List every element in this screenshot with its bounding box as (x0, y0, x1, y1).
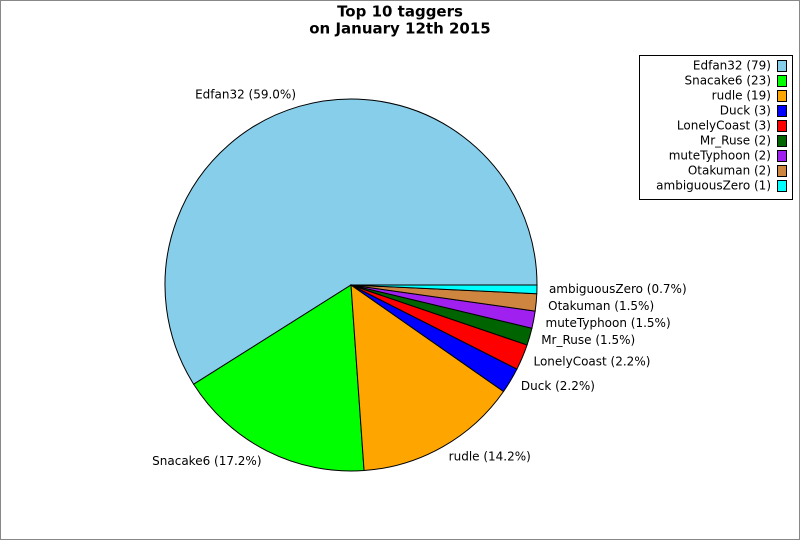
slice-label: Duck (2.2%) (521, 379, 595, 393)
legend-label: Mr_Ruse (2) (700, 134, 771, 148)
legend-swatch (777, 105, 787, 117)
legend-swatch (777, 75, 787, 87)
slice-label: Otakuman (1.5%) (548, 299, 654, 313)
chart-title: on January 12th 2015 (309, 20, 490, 38)
legend-swatch (777, 150, 787, 162)
slice-label: ambiguousZero (0.7%) (549, 282, 687, 296)
chart-title: Top 10 taggers (337, 3, 463, 21)
legend-swatch (777, 60, 787, 72)
legend-label: ambiguousZero (1) (656, 179, 771, 193)
pie-slice (192, 284, 365, 472)
pie-slice (350, 284, 538, 295)
legend-label: muteTyphoon (2) (669, 149, 771, 163)
slice-label: LonelyCoast (2.2%) (533, 354, 650, 368)
slice-label: muteTyphoon (1.5%) (546, 316, 671, 330)
legend-swatch (777, 135, 787, 147)
legend-label: rudle (19) (712, 89, 771, 103)
legend-label: LonelyCoast (3) (677, 119, 771, 133)
slice-label: Snacake6 (17.2%) (152, 454, 261, 468)
slice-label: Mr_Ruse (1.5%) (541, 333, 635, 347)
legend-label: Edfan32 (79) (693, 59, 771, 73)
legend-swatch (777, 165, 787, 177)
legend-label: Duck (3) (720, 104, 771, 118)
pie-slice (164, 98, 538, 385)
legend-box (639, 55, 793, 200)
legend-label: Otakuman (2) (688, 164, 771, 178)
legend-swatch (777, 90, 787, 102)
legend-swatch (777, 120, 787, 132)
slice-label: Edfan32 (59.0%) (195, 87, 296, 101)
legend-swatch (777, 180, 787, 192)
slice-label: rudle (14.2%) (449, 450, 531, 464)
legend-label: Snacake6 (23) (684, 74, 771, 88)
pie-slice (350, 283, 505, 472)
